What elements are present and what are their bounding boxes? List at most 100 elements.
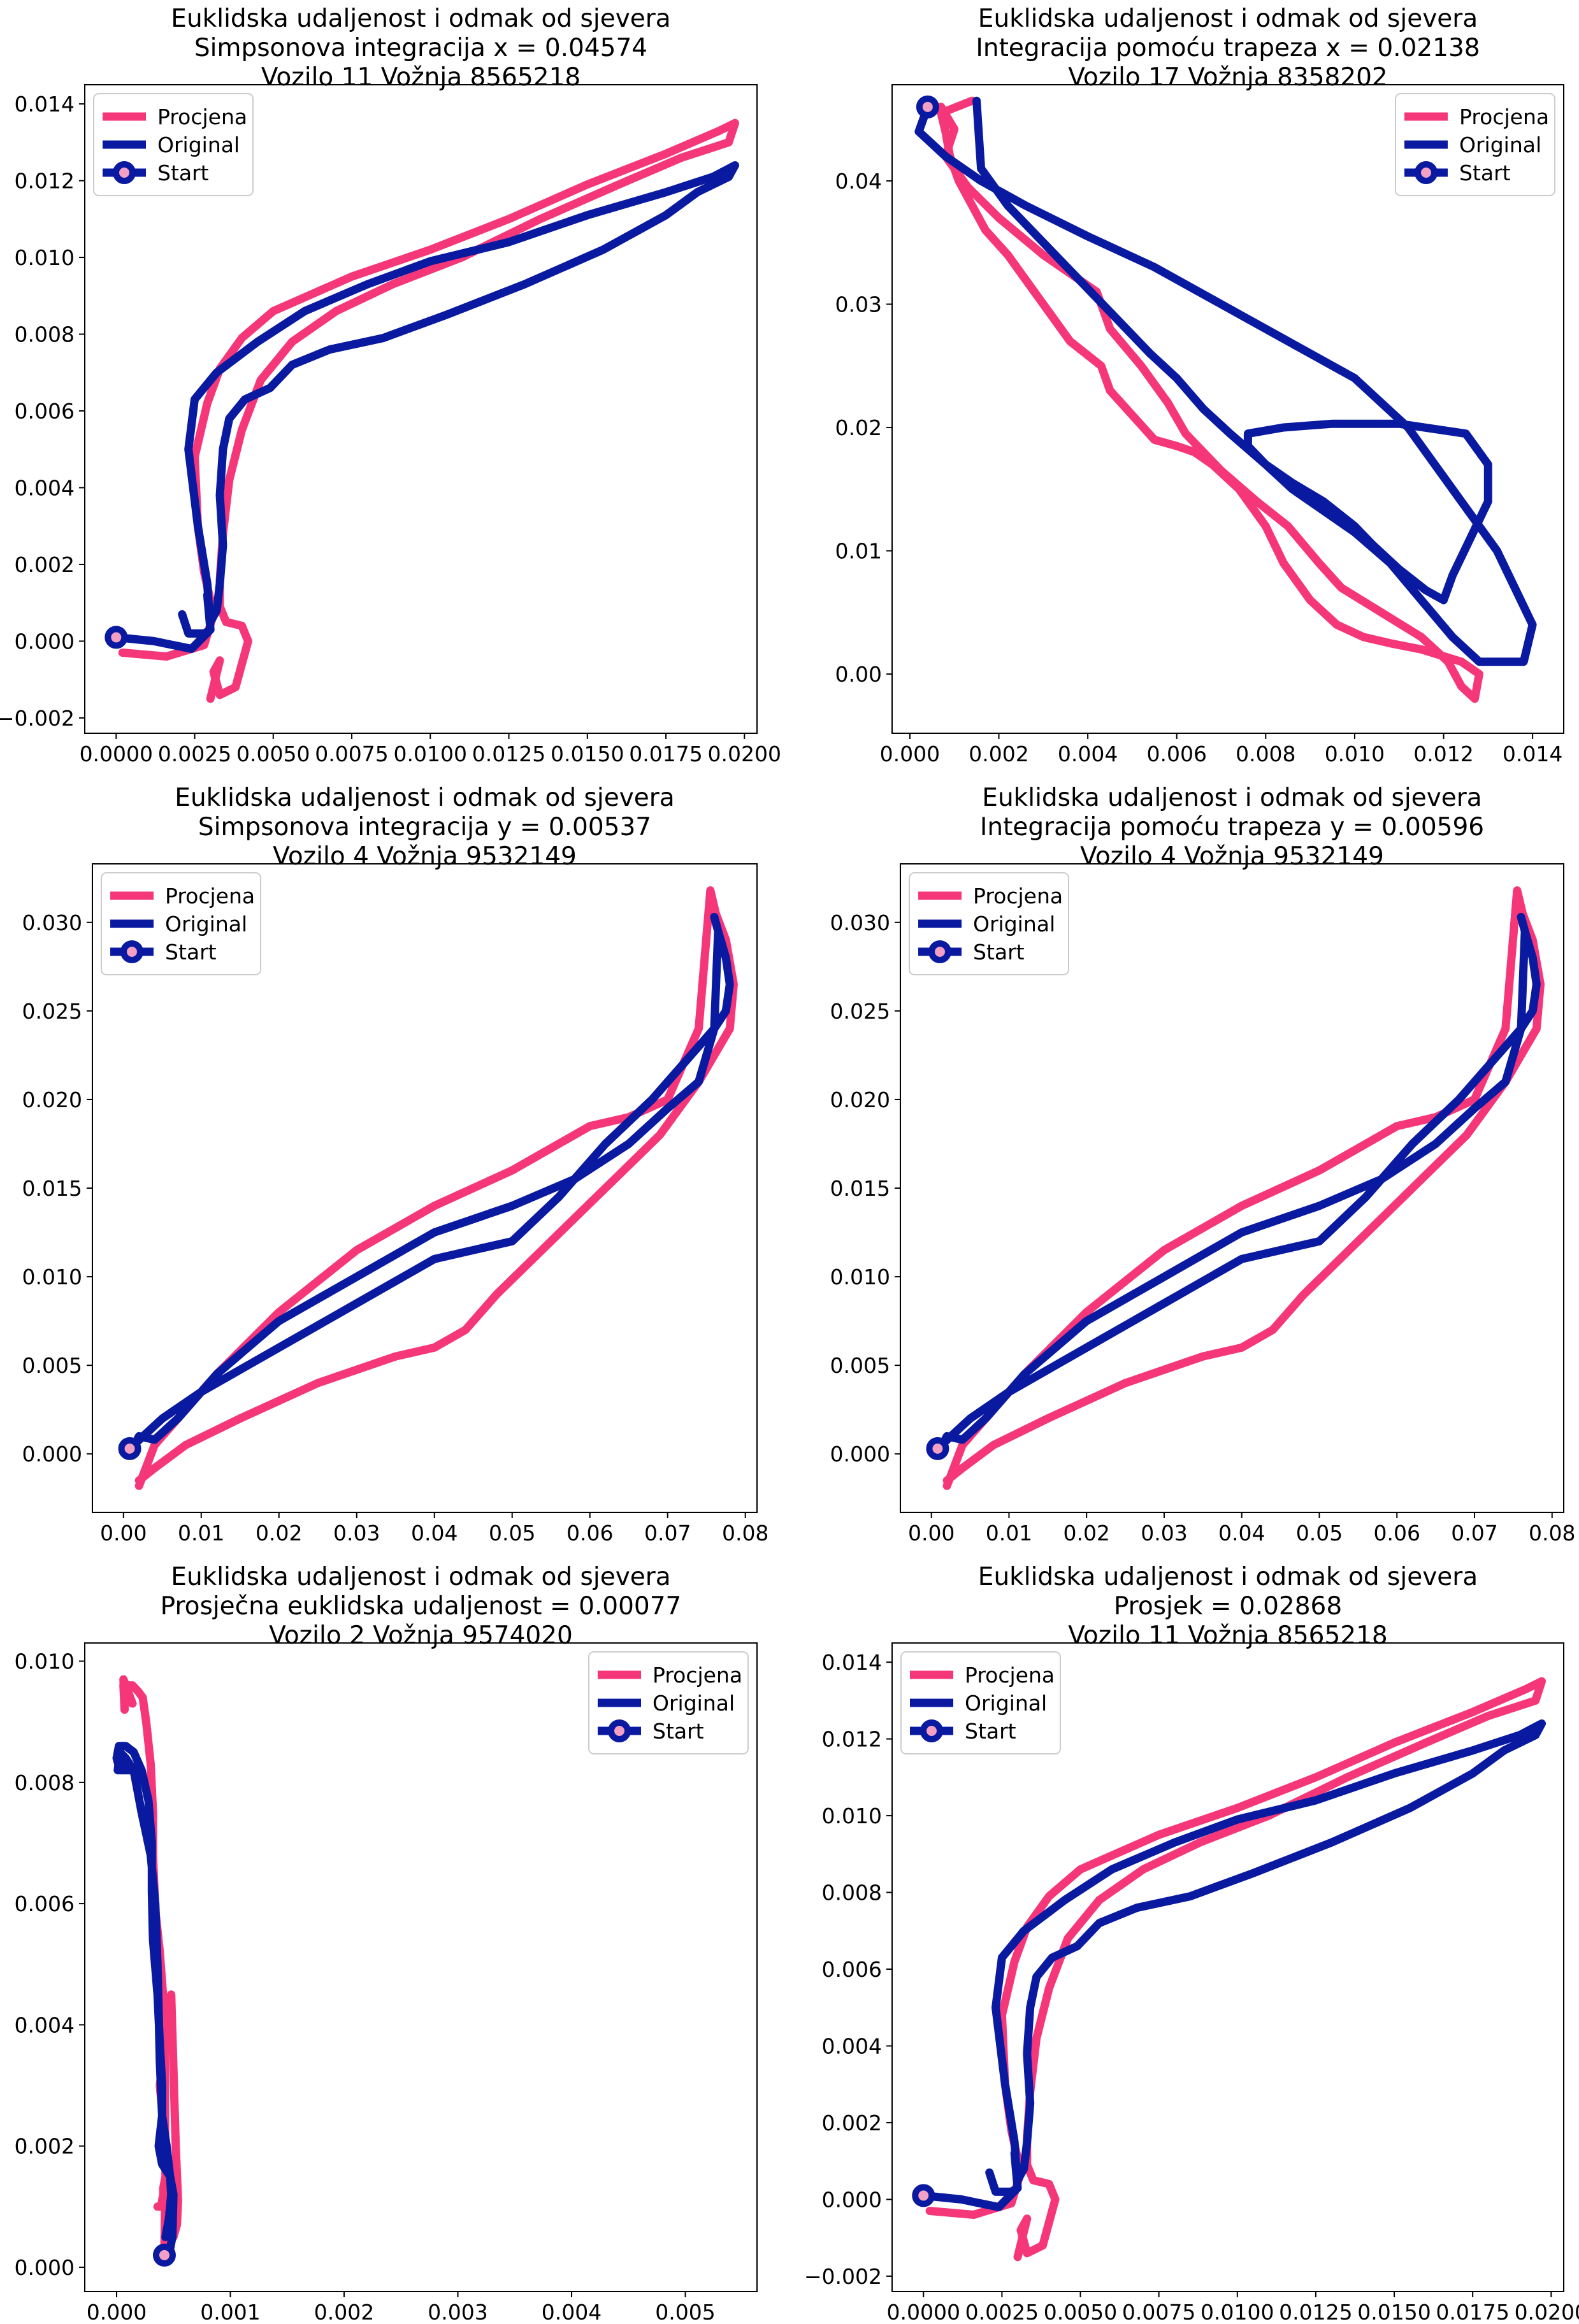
y-tick-label: 0.012 — [15, 169, 75, 194]
x-tick-label: 0.08 — [1529, 1521, 1575, 1546]
x-tick-label: 0.07 — [1451, 1521, 1497, 1546]
y-tick-label: 0.014 — [15, 92, 75, 117]
chart-title-line-3: Vozilo 2 Vožnja 9574020 — [269, 1621, 573, 1650]
chart-title-line-1: Euklidska udaljenost i odmak od sjevera — [978, 1563, 1478, 1591]
x-tick-label: 0.03 — [333, 1521, 380, 1546]
legend-label-procjena: Procjena — [973, 884, 1063, 908]
series-line-original — [914, 96, 1537, 666]
y-tick-label: 0.010 — [15, 1649, 75, 1674]
y-tick-label: 0.00 — [835, 662, 882, 687]
x-tick-label: 0.06 — [1373, 1521, 1420, 1546]
chart-panel-1: Euklidska udaljenost i odmak od sjeveraS… — [0, 4, 781, 766]
y-tick-label: 0.020 — [830, 1087, 890, 1112]
legend-label-original: Original — [965, 1691, 1047, 1716]
x-tick-label: 0.00 — [908, 1521, 955, 1546]
y-tick-label: 0.010 — [830, 1265, 890, 1289]
chart-title-line-3: Vozilo 11 Vožnja 8565218 — [1068, 1621, 1387, 1650]
x-tick-label: 0.08 — [722, 1521, 768, 1546]
y-tick-label: 0.020 — [22, 1087, 82, 1112]
x-tick-label: 0.0075 — [1122, 2300, 1195, 2324]
chart-title-line-3: Vozilo 4 Vožnja 9532149 — [1080, 842, 1384, 871]
x-tick-label: 0.003 — [428, 2300, 487, 2324]
legend-label-procjena: Procjena — [157, 104, 247, 129]
x-tick-label: 0.02 — [1063, 1521, 1109, 1546]
plot-area — [112, 1675, 182, 2265]
legend: Procjena Original Start — [1395, 93, 1555, 196]
series-line-procjena — [925, 1677, 1546, 2262]
legend: Procjena Original Start — [93, 93, 254, 196]
y-tick-label: 0.000 — [22, 1442, 82, 1467]
plot-area — [933, 886, 1545, 1490]
chart-title-line-2: Simpsonova integracija y = 0.00537 — [198, 813, 651, 842]
legend-start-marker — [608, 1719, 631, 1742]
y-tick-label: 0.004 — [822, 2034, 882, 2058]
plot-area — [914, 96, 1537, 703]
series-line-original — [919, 1719, 1546, 2211]
y-tick-label: 0.000 — [822, 2187, 882, 2212]
start-marker — [152, 2243, 176, 2267]
start-marker — [916, 95, 939, 118]
y-tick-label: 0.002 — [15, 552, 75, 577]
x-tick-label: 0.04 — [411, 1521, 458, 1546]
x-tick-label: 0.001 — [200, 2300, 260, 2324]
y-tick-label: 0.010 — [822, 1804, 882, 1828]
y-tick-label: 0.015 — [22, 1176, 82, 1201]
series-line-procjena — [118, 118, 739, 703]
chart-panel-5: Euklidska udaljenost i odmak od sjeveraP… — [15, 1563, 758, 2324]
x-tick-label: 0.00 — [100, 1521, 147, 1546]
legend-label-original: Original — [165, 912, 247, 936]
plot-area — [126, 886, 738, 1490]
legend: Procjena Original Start — [588, 1651, 749, 1754]
y-tick-label: 0.010 — [15, 245, 75, 270]
legend-label-procjena: Procjena — [965, 1663, 1055, 1688]
legend: Procjena Original Start — [909, 872, 1069, 975]
y-tick-label: 0.004 — [15, 475, 75, 500]
y-tick-label: 0.005 — [830, 1353, 890, 1378]
x-tick-label: 0.006 — [1146, 742, 1206, 766]
x-tick-label: 0.07 — [644, 1521, 691, 1546]
x-tick-label: 0.012 — [1413, 742, 1473, 766]
y-tick-label: 0.005 — [22, 1353, 82, 1378]
legend-start-marker — [928, 940, 951, 963]
y-tick-label: −0.002 — [804, 2264, 882, 2289]
legend-label-start: Start — [973, 940, 1025, 965]
start-marker — [912, 2184, 935, 2207]
x-tick-label: 0.002 — [969, 742, 1028, 766]
y-tick-label: 0.04 — [835, 169, 882, 194]
legend: Procjena Original Start — [101, 872, 261, 975]
chart-title-line-2: Prosječna euklidska udaljenost = 0.00077 — [161, 1592, 682, 1621]
start-marker — [105, 626, 128, 649]
y-tick-label: 0.004 — [15, 2012, 75, 2037]
y-tick-label: 0.008 — [822, 1881, 882, 1905]
legend-label-start: Start — [165, 940, 217, 965]
y-tick-label: 0.000 — [15, 629, 75, 654]
start-marker — [118, 1437, 141, 1460]
x-tick-label: 0.0050 — [1044, 2300, 1117, 2324]
y-tick-label: 0.006 — [15, 1891, 75, 1916]
y-tick-label: 0.025 — [830, 999, 890, 1024]
axes-frame — [84, 1642, 758, 2292]
chart-panel-2: Euklidska udaljenost i odmak od sjeveraI… — [835, 4, 1564, 766]
x-tick-label: 0.005 — [655, 2300, 715, 2324]
x-tick-label: 0.0150 — [1357, 2300, 1431, 2324]
x-tick-label: 0.0025 — [158, 742, 231, 766]
chart-title-line-2: Integracija pomoću trapeza x = 0.02138 — [976, 34, 1480, 62]
chart-title-line-1: Euklidska udaljenost i odmak od sjevera — [171, 4, 670, 33]
legend-label-original: Original — [1459, 133, 1541, 157]
chart-panel-6: Euklidska udaljenost i odmak od sjevera P… — [804, 1563, 1579, 2324]
chart-title-line-1: Euklidska udaljenost i odmak od sjevera — [978, 4, 1478, 33]
legend-label-procjena: Procjena — [1459, 104, 1549, 129]
series-line-original — [933, 912, 1541, 1458]
x-tick-label: 0.05 — [1296, 1521, 1343, 1546]
y-tick-label: 0.002 — [822, 2111, 882, 2135]
axes-frame — [84, 84, 758, 734]
x-tick-label: 0.0150 — [551, 742, 624, 766]
y-tick-label: 0.025 — [22, 999, 82, 1024]
legend-start-marker — [113, 161, 136, 184]
x-tick-label: 0.05 — [489, 1521, 535, 1546]
x-tick-label: 0.0000 — [80, 742, 153, 766]
legend-label-start: Start — [1459, 161, 1511, 185]
x-tick-label: 0.0200 — [1515, 2300, 1579, 2324]
axes-frame — [891, 1642, 1564, 2292]
